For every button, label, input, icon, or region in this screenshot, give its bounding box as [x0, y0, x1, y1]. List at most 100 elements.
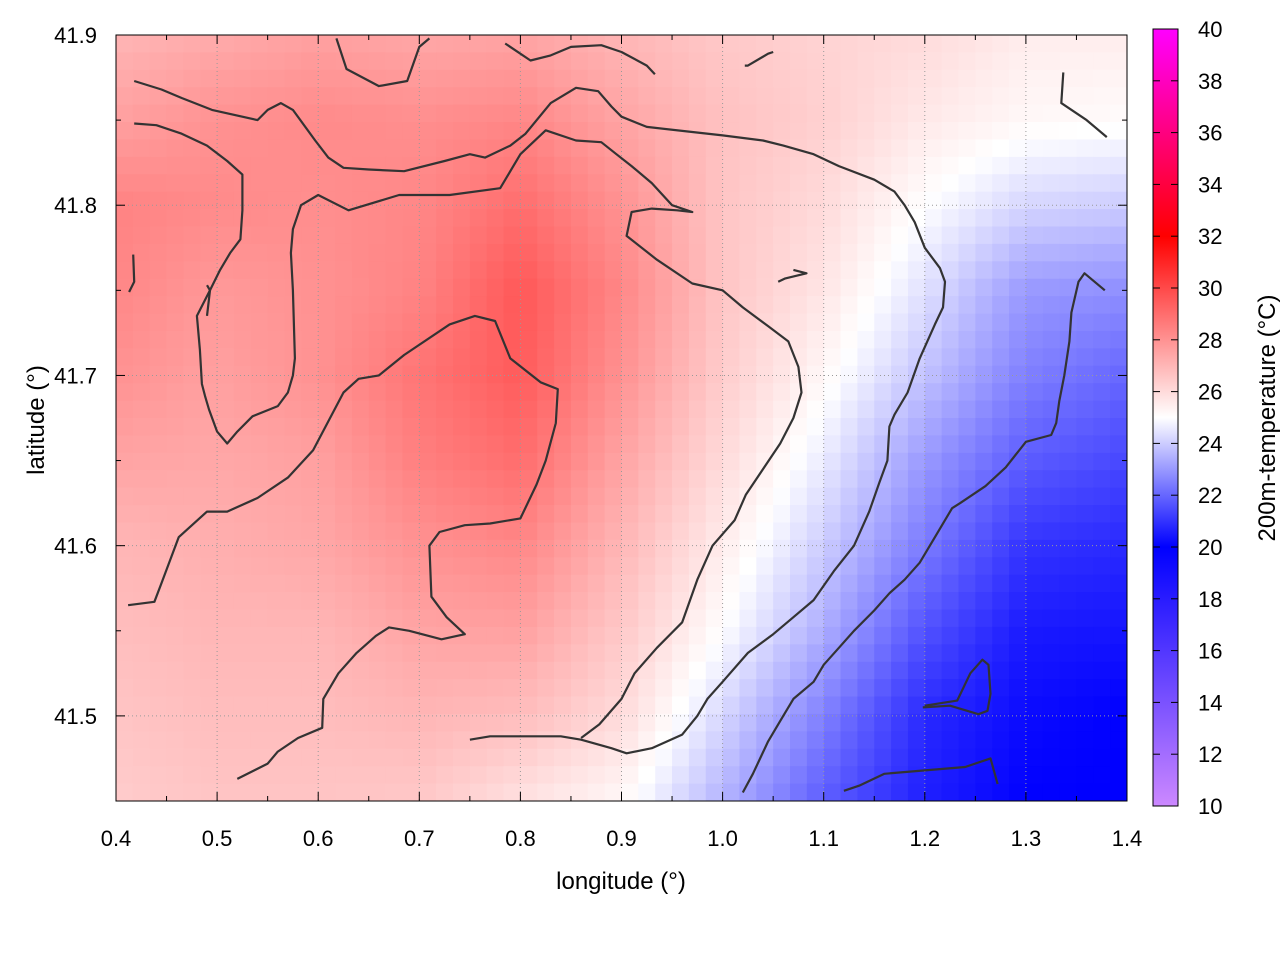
heat-cell — [705, 748, 724, 767]
heat-cell — [891, 156, 909, 175]
heat-cell — [1076, 574, 1094, 593]
heat-cell — [570, 713, 589, 732]
heat-cell — [200, 626, 218, 645]
heat-cell — [739, 679, 757, 698]
heat-cell — [469, 139, 488, 158]
heat-cell — [200, 574, 218, 593]
heat-cell — [469, 278, 488, 297]
heat-cell — [486, 435, 505, 454]
heat-cell — [267, 470, 286, 489]
heat-cell — [688, 278, 707, 297]
heat-cell — [655, 400, 673, 419]
heat-cell — [924, 296, 943, 315]
heat-cell — [790, 452, 808, 471]
heat-cell — [587, 522, 606, 541]
heat-cell — [773, 226, 791, 245]
heat-cell — [1009, 574, 1027, 593]
heat-cell — [200, 191, 218, 210]
heat-cell — [301, 243, 319, 262]
heat-cell — [301, 156, 319, 175]
heat-cell — [217, 539, 235, 558]
heat-cell — [722, 748, 741, 767]
heat-cell — [149, 644, 168, 663]
heat-cell — [1110, 557, 1127, 576]
heat-cell — [149, 226, 168, 245]
heat-cell — [132, 209, 151, 228]
heat-cell — [1025, 539, 1044, 558]
heat-cell — [335, 452, 353, 471]
heat-cell — [267, 209, 286, 228]
heat-cell — [402, 400, 420, 419]
heat-cell — [267, 174, 286, 193]
heat-cell — [301, 539, 319, 558]
heat-cell — [941, 766, 960, 785]
heat-cell — [958, 261, 976, 280]
heat-cell — [486, 748, 505, 767]
heat-cell — [453, 156, 471, 175]
heat-cell — [250, 69, 269, 88]
heat-cell — [790, 139, 808, 158]
heat-cell — [503, 661, 521, 680]
heat-cell — [570, 87, 589, 106]
heat-cell — [823, 539, 842, 558]
heat-cell — [402, 783, 420, 801]
heat-cell — [469, 452, 488, 471]
heat-cell — [385, 313, 404, 332]
heat-cell — [233, 261, 252, 280]
heat-cell — [116, 783, 134, 801]
heat-cell — [267, 348, 286, 367]
heat-cell — [1059, 609, 1078, 628]
heat-cell — [672, 174, 690, 193]
heat-cell — [1059, 487, 1078, 506]
heat-cell — [688, 348, 707, 367]
heat-cell — [587, 139, 606, 158]
heat-cell — [368, 226, 387, 245]
heat-cell — [183, 522, 201, 541]
heat-cell — [503, 243, 521, 262]
heat-cell — [537, 139, 555, 158]
heat-cell — [840, 261, 858, 280]
heat-cell — [975, 383, 993, 402]
heat-cell — [351, 696, 370, 715]
heat-cell — [857, 592, 875, 611]
heat-cell — [318, 330, 336, 349]
heat-cell — [874, 348, 892, 367]
heat-cell — [250, 348, 269, 367]
heat-cell — [301, 400, 319, 419]
heat-cell — [284, 661, 302, 680]
heat-cell — [318, 348, 336, 367]
heat-cell — [503, 748, 521, 767]
heat-cell — [672, 713, 690, 732]
heat-cell — [570, 505, 589, 524]
heat-cell — [385, 156, 404, 175]
heat-cell — [132, 104, 151, 123]
heat-cell — [638, 87, 656, 106]
heat-cell — [739, 383, 757, 402]
heat-cell — [958, 348, 976, 367]
heat-cell — [891, 713, 909, 732]
heat-cell — [486, 783, 505, 801]
heat-cell — [1059, 557, 1078, 576]
heat-cell — [301, 574, 319, 593]
heat-cell — [773, 104, 791, 123]
heat-cell — [638, 609, 656, 628]
heat-cell — [1093, 243, 1111, 262]
heat-cell — [368, 679, 387, 698]
heat-cell — [958, 156, 976, 175]
heat-cell — [907, 522, 926, 541]
colorbar-tick-label: 22 — [1198, 483, 1222, 508]
heat-cell — [132, 522, 151, 541]
heat-cell — [132, 748, 151, 767]
heat-cell — [958, 226, 976, 245]
heat-cell — [958, 69, 976, 88]
heat-cell — [1009, 748, 1027, 767]
heat-cell — [132, 139, 151, 158]
heat-cell — [672, 766, 690, 785]
heat-cell — [217, 313, 235, 332]
heat-cell — [183, 383, 201, 402]
heat-cell — [874, 626, 892, 645]
heat-cell — [924, 539, 943, 558]
heat-cell — [806, 87, 825, 106]
heat-cell — [891, 522, 909, 541]
heat-cell — [958, 365, 976, 384]
